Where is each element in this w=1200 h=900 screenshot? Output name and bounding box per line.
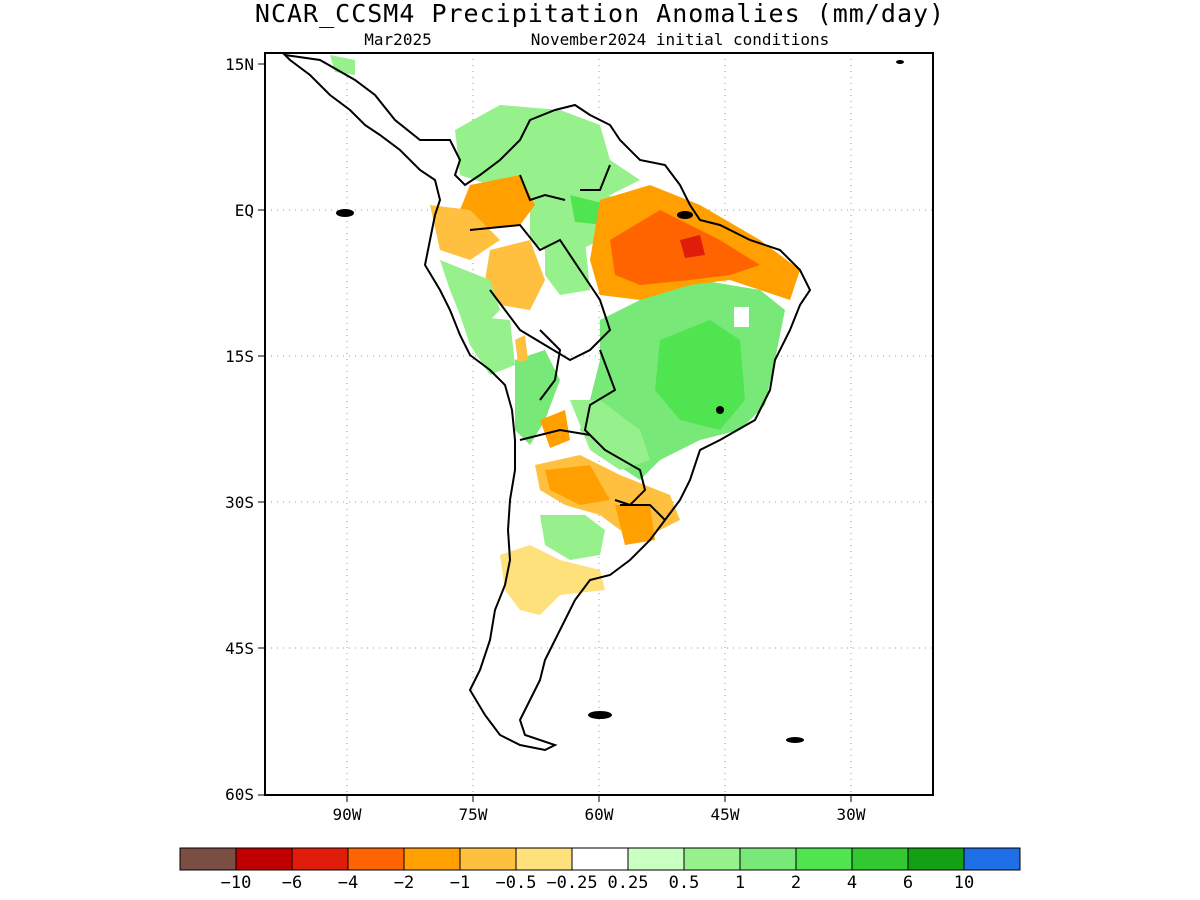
lat-ticks (258, 63, 265, 796)
colorbar-swatch (795, 847, 853, 871)
colorbar-label: −0.25 (546, 873, 597, 893)
lon-label: 75W (459, 805, 488, 824)
colorbar-swatch (515, 847, 573, 871)
lon-label: 45W (711, 805, 740, 824)
colorbar-swatch (851, 847, 909, 871)
colorbar-label: −4 (338, 873, 358, 893)
lat-label: 15S (225, 347, 254, 366)
colorbar-swatch (627, 847, 685, 871)
colorbar-label: 2 (791, 873, 801, 893)
colorbar-swatch (403, 847, 461, 871)
colorbar-label: 1 (735, 873, 745, 893)
lon-label: 30W (837, 805, 866, 824)
graticule (265, 53, 933, 795)
lat-label: EQ (235, 201, 254, 220)
lat-label: 45S (225, 639, 254, 658)
colorbar-label: 0.25 (608, 873, 649, 893)
colorbar-label: 10 (954, 873, 974, 893)
colorbar-label: −6 (282, 873, 302, 893)
colorbar-swatch (683, 847, 741, 871)
colorbar-swatch (459, 847, 517, 871)
colorbar: −10 −6 −4 −2 −1 −0.5 −0.25 0.25 0.5 1 2 4 6 10 (179, 847, 1021, 893)
map-area (265, 53, 933, 795)
lat-label: 15N (225, 55, 254, 74)
anomaly-shading (330, 55, 800, 615)
colorbar-swatch (235, 847, 293, 871)
colorbar-label: −0.5 (496, 873, 537, 893)
colorbar-swatch (963, 847, 1021, 871)
lat-label: 60S (225, 785, 254, 804)
colorbar-swatch (291, 847, 349, 871)
lon-label: 90W (333, 805, 362, 824)
colorbar-label: 4 (847, 873, 857, 893)
initial-conditions: November2024 initial conditions (531, 30, 830, 49)
lon-label: 60W (585, 805, 614, 824)
map-title: NCAR_CCSM4 Precipitation Anomalies (mm/d… (255, 0, 945, 28)
colorbar-swatch (907, 847, 965, 871)
colorbar-swatch (571, 847, 629, 871)
lat-label: 30S (225, 493, 254, 512)
colorbar-swatch (179, 847, 237, 871)
colorbar-label: −2 (394, 873, 414, 893)
coastlines (282, 53, 812, 752)
colorbar-label: −10 (221, 873, 252, 893)
colorbar-label: 0.5 (669, 873, 700, 893)
colorbar-swatch (739, 847, 797, 871)
colorbar-swatch (347, 847, 405, 871)
islands (336, 60, 904, 743)
colorbar-label: −1 (450, 873, 470, 893)
lon-ticks (346, 795, 852, 802)
colorbar-label: 6 (903, 873, 913, 893)
forecast-month: Mar2025 (364, 30, 431, 49)
